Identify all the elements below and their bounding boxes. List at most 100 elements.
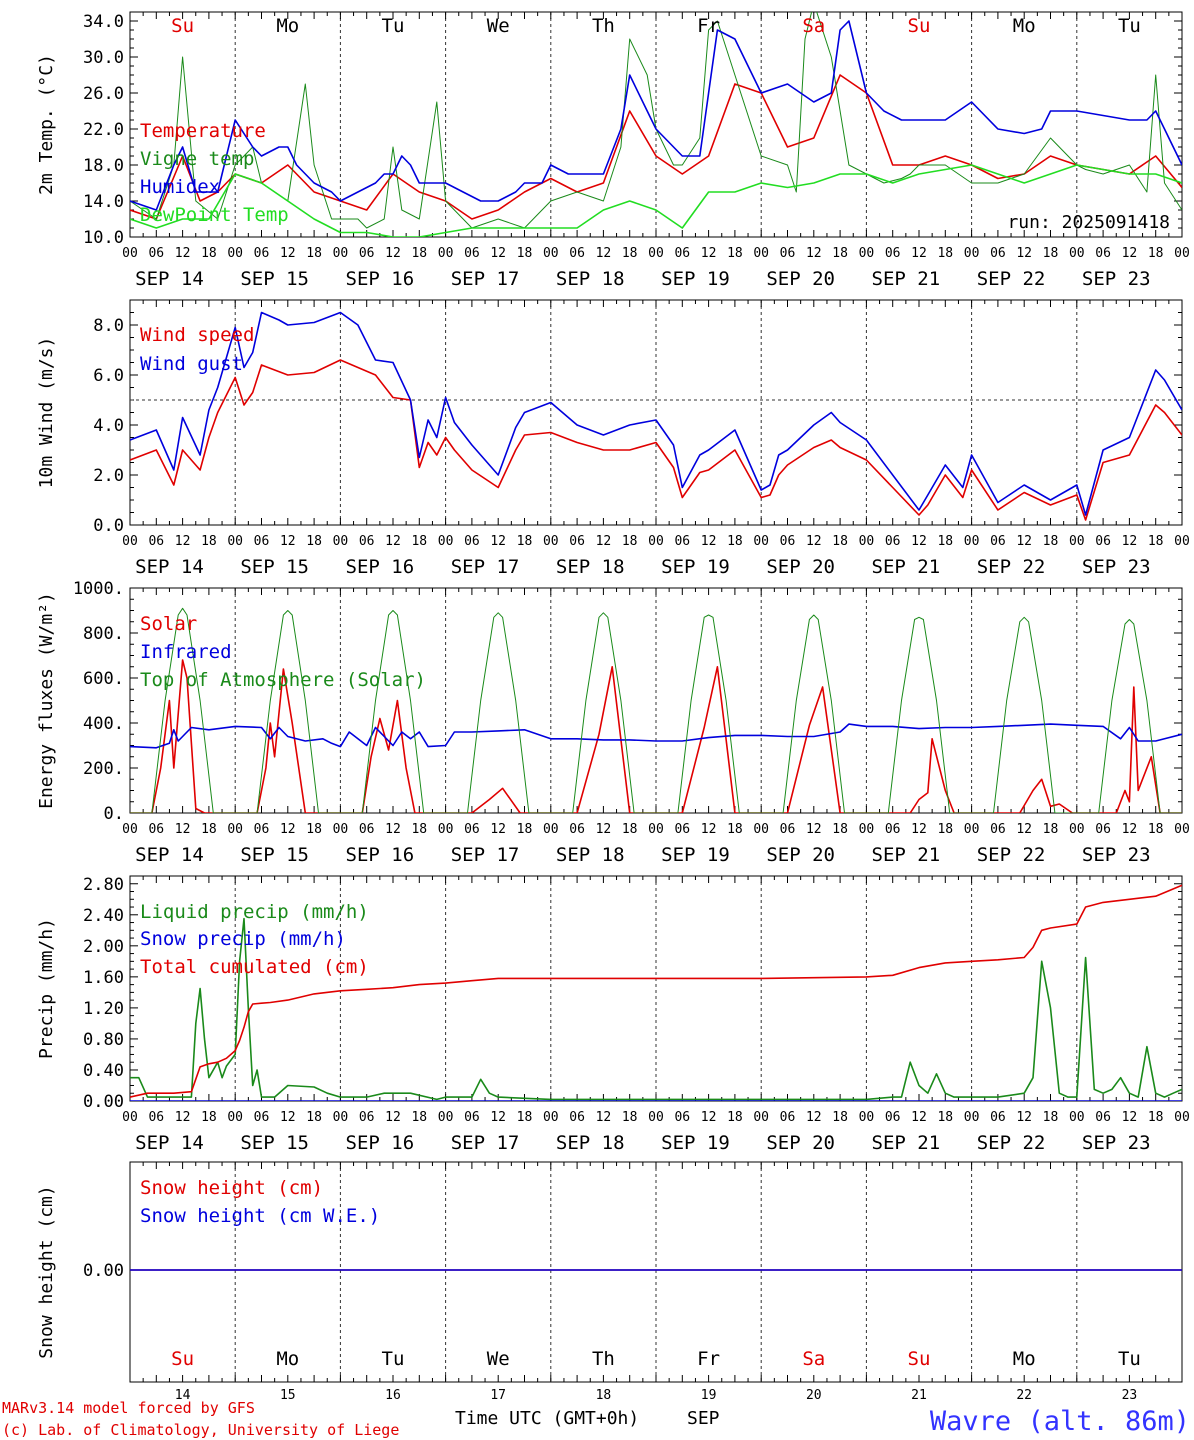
weekday-label: Su — [908, 1348, 931, 1370]
y-tick-label: 200. — [83, 759, 124, 779]
panel-3: 0. 200. 400. 600. 800. 1000. Energy fluxes (W/… — [36, 579, 1190, 866]
hour-tick-label: 18 — [937, 1110, 953, 1125]
hour-tick-label: 06 — [254, 822, 270, 837]
hour-tick-label: 06 — [1095, 246, 1111, 261]
y-tick-label: 1.60 — [83, 968, 124, 988]
panels: 10.0 14.0 18.0 22.0 26.0 30.0 34.0 2m Temp. (°C… — [36, 11, 1190, 1403]
date-label: SEP 17 — [451, 556, 520, 578]
series-wind-speed — [130, 359, 1182, 521]
hour-tick-label: 00 — [543, 534, 559, 549]
hour-tick-label: 00 — [964, 1110, 980, 1125]
hour-tick-label: 06 — [464, 246, 480, 261]
hour-tick-label: 06 — [148, 1110, 164, 1125]
date-label: SEP 22 — [977, 556, 1046, 578]
hour-tick-label: 12 — [1016, 822, 1032, 837]
date-label: SEP 15 — [240, 844, 309, 866]
legend-entry: Total cumulated (cm) — [140, 956, 369, 978]
date-label: SEP 20 — [766, 556, 835, 578]
hour-tick-label: 00 — [122, 822, 138, 837]
hour-tick-label: 12 — [1122, 1110, 1138, 1125]
date-label: SEP 19 — [661, 268, 730, 290]
hour-tick-label: 06 — [674, 246, 690, 261]
hour-tick-label: 18 — [201, 822, 217, 837]
hour-tick-label: 18 — [201, 246, 217, 261]
hour-tick-label: 00 — [438, 246, 454, 261]
hour-tick-label: 12 — [596, 534, 612, 549]
hour-tick-label: 06 — [780, 534, 796, 549]
date-label: SEP 21 — [872, 1132, 941, 1154]
hour-tick-label: 18 — [727, 822, 743, 837]
hour-tick-label: 12 — [175, 534, 191, 549]
hour-tick-label: 06 — [1095, 534, 1111, 549]
hour-tick-label: 00 — [648, 1110, 664, 1125]
date-label: SEP 15 — [240, 1132, 309, 1154]
date-label: SEP 22 — [977, 268, 1046, 290]
day-number-label: 16 — [385, 1388, 401, 1403]
weekday-label: Fr — [697, 1348, 720, 1370]
y-axis-label: 2m Temp. (°C) — [36, 54, 57, 195]
y-tick-label: 1.20 — [83, 999, 124, 1019]
hour-tick-label: 00 — [122, 246, 138, 261]
panel-4: 0.00 0.40 0.80 1.20 1.60 2.00 2.40 2.80 Precip (… — [36, 875, 1190, 1154]
series-total-cumulated-cm- — [130, 884, 1182, 1098]
y-tick-label: 2.00 — [83, 937, 124, 957]
station-name: Wavre (alt. 86m) — [930, 1406, 1190, 1437]
hour-tick-label: 18 — [306, 822, 322, 837]
hour-tick-label: 06 — [885, 1110, 901, 1125]
hour-tick-label: 06 — [674, 534, 690, 549]
hour-tick-label: 18 — [411, 246, 427, 261]
hour-tick-label: 00 — [859, 534, 875, 549]
hour-tick-label: 06 — [359, 1110, 375, 1125]
y-tick-label: 6.0 — [93, 366, 124, 386]
hour-tick-label: 12 — [175, 246, 191, 261]
date-label: SEP 16 — [346, 844, 415, 866]
hour-tick-label: 00 — [1174, 1110, 1190, 1125]
y-tick-label: 1000. — [73, 579, 124, 599]
y-tick-label: 0.0 — [93, 516, 124, 536]
hour-tick-label: 18 — [517, 246, 533, 261]
hour-tick-label: 18 — [306, 246, 322, 261]
hour-tick-label: 18 — [201, 534, 217, 549]
hour-tick-label: 18 — [727, 246, 743, 261]
hour-tick-label: 18 — [517, 1110, 533, 1125]
panel-2: 0.0 2.0 4.0 6.0 8.0 10m Wind (m/s) Wind speed W… — [36, 299, 1190, 578]
hour-tick-label: 00 — [333, 1110, 349, 1125]
hour-tick-label: 06 — [885, 534, 901, 549]
hour-tick-label: 00 — [122, 1110, 138, 1125]
legend-entry: Wind speed — [140, 324, 254, 346]
hour-tick-label: 12 — [911, 534, 927, 549]
legend-entry: Wind gust — [140, 353, 243, 375]
date-label: SEP 21 — [872, 556, 941, 578]
hour-tick-label: 18 — [1148, 1110, 1164, 1125]
y-axis-label: Energy fluxes (W/m²) — [36, 592, 57, 809]
series-infrared — [130, 723, 1182, 749]
hour-tick-label: 12 — [596, 822, 612, 837]
hour-tick-label: 12 — [280, 1110, 296, 1125]
hour-tick-label: 06 — [464, 822, 480, 837]
run-annotation: run: 2025091418 — [1007, 212, 1170, 233]
day-number-label: 17 — [490, 1388, 506, 1403]
hour-tick-label: 06 — [674, 822, 690, 837]
hour-tick-label: 18 — [832, 1110, 848, 1125]
hour-tick-label: 06 — [780, 822, 796, 837]
hour-tick-label: 18 — [937, 246, 953, 261]
hour-tick-label: 00 — [1174, 534, 1190, 549]
hour-tick-label: 06 — [885, 822, 901, 837]
hour-tick-label: 12 — [1016, 246, 1032, 261]
hour-tick-label: 00 — [753, 822, 769, 837]
hour-tick-label: 00 — [227, 246, 243, 261]
weekday-label: We — [487, 1348, 510, 1370]
hour-tick-label: 00 — [1069, 246, 1085, 261]
weekday-label: Su — [171, 15, 194, 37]
hour-tick-label: 18 — [622, 822, 638, 837]
hour-tick-label: 00 — [1069, 534, 1085, 549]
date-label: SEP 14 — [135, 1132, 204, 1154]
y-tick-label: 34.0 — [83, 12, 124, 32]
hour-tick-label: 18 — [1043, 534, 1059, 549]
hour-tick-label: 18 — [411, 822, 427, 837]
hour-tick-label: 18 — [832, 246, 848, 261]
hour-tick-label: 06 — [569, 534, 585, 549]
hour-tick-label: 18 — [1043, 246, 1059, 261]
date-label: SEP 20 — [766, 844, 835, 866]
date-label: SEP 16 — [346, 556, 415, 578]
